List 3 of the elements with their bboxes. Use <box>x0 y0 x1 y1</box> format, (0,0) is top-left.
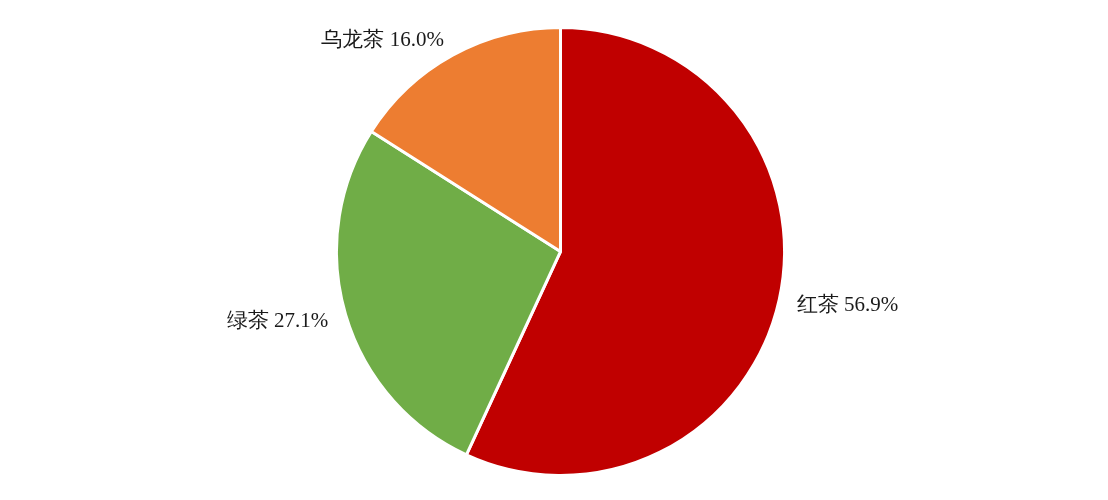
slice-label: 红茶 56.9% <box>796 291 899 316</box>
slice-label: 绿茶 27.1% <box>226 307 329 332</box>
slice-label: 乌龙茶 16.0% <box>321 27 444 52</box>
